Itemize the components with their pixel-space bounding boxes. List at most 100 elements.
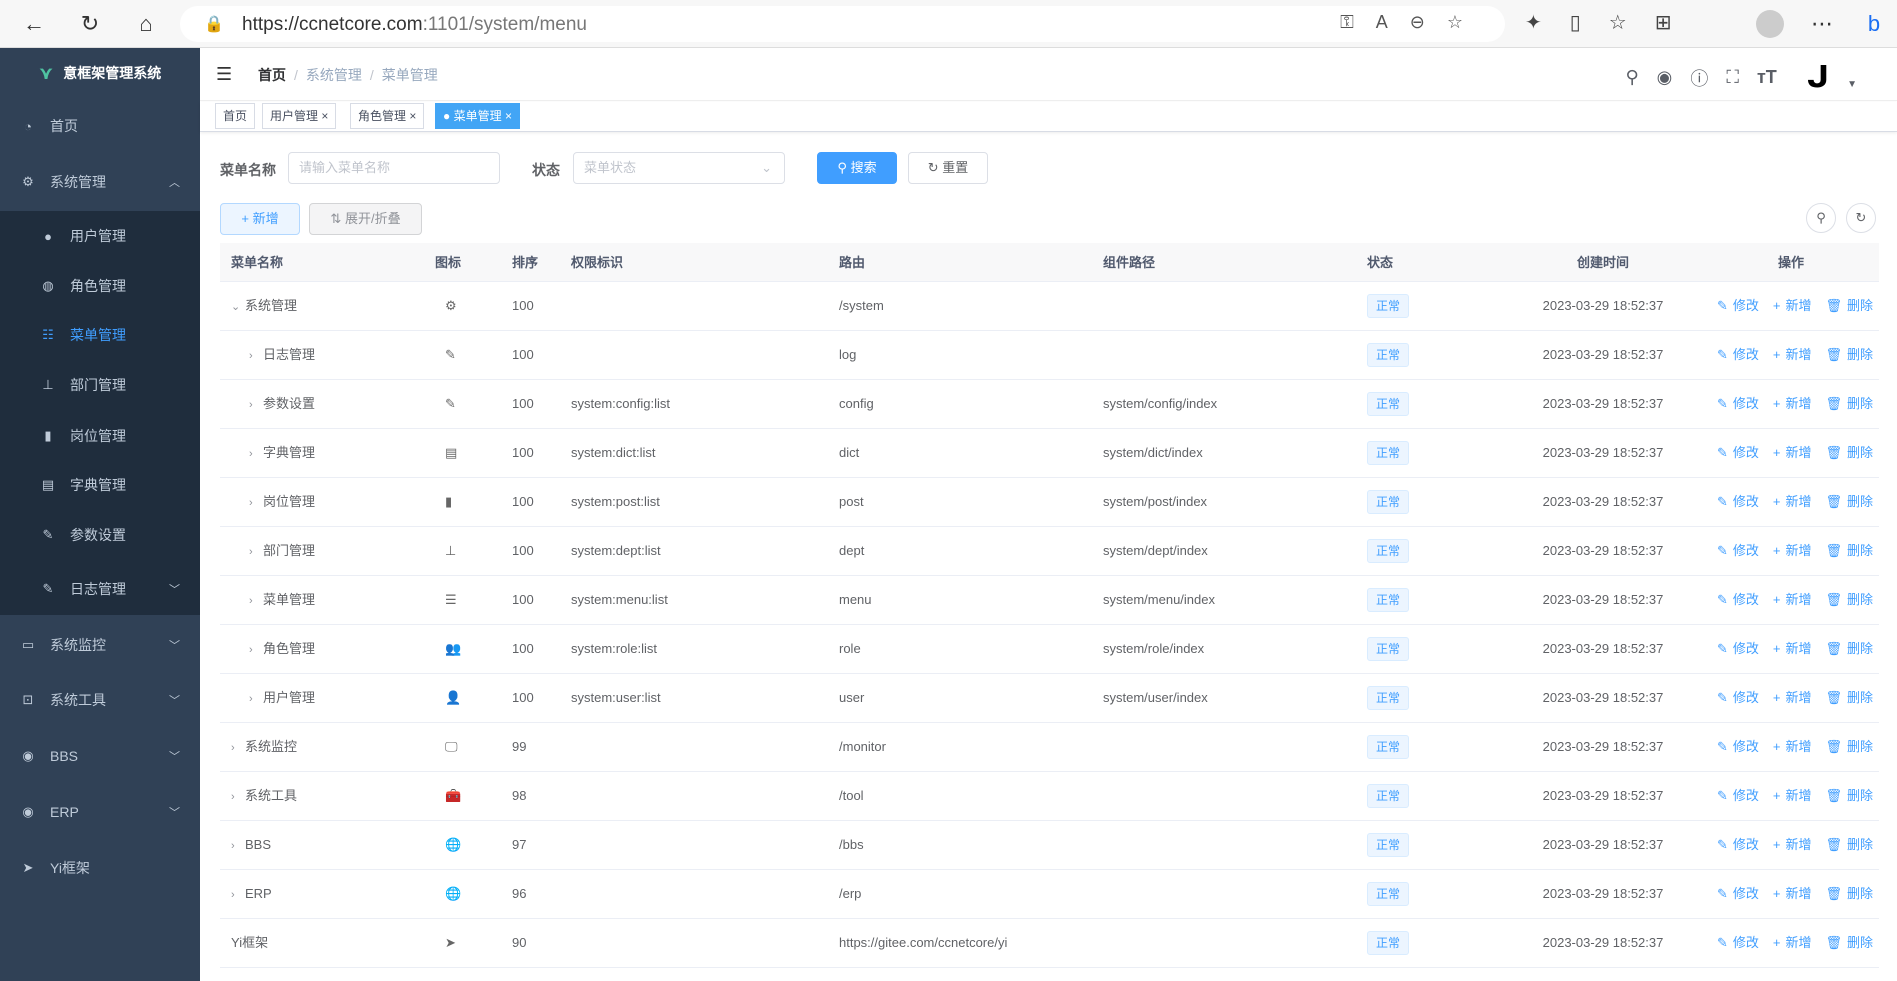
edit-button[interactable]: ✎ 修改 <box>1717 690 1759 705</box>
tab-user[interactable]: 用户管理 × <box>262 103 337 129</box>
add-child-button[interactable]: + 新增 <box>1772 935 1812 950</box>
refresh-button[interactable]: ↻ <box>1846 203 1876 233</box>
delete-button[interactable]: 🗑 删除 <box>1825 788 1874 803</box>
breadcrumb-home[interactable]: 首页 <box>258 67 286 83</box>
add-child-button[interactable]: + 新增 <box>1772 886 1812 901</box>
sidebar-item[interactable]: ◔ 首页 <box>0 101 200 151</box>
delete-button[interactable]: 🗑 删除 <box>1825 641 1874 656</box>
delete-button[interactable]: 🗑 删除 <box>1825 592 1874 607</box>
add-child-button[interactable]: + 新增 <box>1772 494 1812 509</box>
help-icon[interactable]: ⓘ <box>1690 68 1709 89</box>
chevron-right-icon[interactable]: › <box>249 448 253 460</box>
chevron-right-icon[interactable]: › <box>231 889 235 901</box>
add-child-button[interactable]: + 新增 <box>1772 690 1812 705</box>
reset-button[interactable]: ↻ 重置 <box>908 152 988 184</box>
edit-button[interactable]: ✎ 修改 <box>1717 592 1759 607</box>
delete-button[interactable]: 🗑 删除 <box>1825 543 1874 558</box>
sidebar-item[interactable]: ✎ 日志管理 ﹀ <box>0 564 200 614</box>
tab-role[interactable]: 角色管理 × <box>350 103 425 129</box>
delete-button[interactable]: 🗑 删除 <box>1825 396 1874 411</box>
edit-button[interactable]: ✎ 修改 <box>1717 886 1759 901</box>
user-avatar[interactable]: ᒍ <box>1806 61 1830 94</box>
sidebar-item[interactable]: ▤ 字典管理 <box>0 460 200 510</box>
chevron-right-icon[interactable]: › <box>249 497 253 509</box>
expand-collapse-button[interactable]: ⇅ 展开/折叠 <box>309 203 422 235</box>
more-icon[interactable]: ⋯ <box>1811 11 1833 36</box>
tab-menu[interactable]: ● 菜单管理 × <box>435 103 520 129</box>
delete-button[interactable]: 🗑 删除 <box>1825 935 1874 950</box>
delete-button[interactable]: 🗑 删除 <box>1825 494 1874 509</box>
add-child-button[interactable]: + 新增 <box>1772 445 1812 460</box>
delete-button[interactable]: 🗑 删除 <box>1825 739 1874 754</box>
chevron-right-icon[interactable]: › <box>249 595 253 607</box>
add-child-button[interactable]: + 新增 <box>1772 641 1812 656</box>
address-bar[interactable]: 🔒 https://ccnetcore.com:1101/system/menu… <box>180 6 1505 42</box>
sidebar-item[interactable]: ● 用户管理 <box>0 211 200 261</box>
font-size-icon[interactable]: тT <box>1756 67 1777 87</box>
chevron-down-icon[interactable]: ⌄ <box>231 301 241 313</box>
toggle-search-button[interactable]: ⚲ <box>1806 203 1836 233</box>
bing-icon[interactable]: b <box>1867 11 1881 36</box>
sidebar-item[interactable]: ☷ 菜单管理 <box>0 310 200 360</box>
edit-button[interactable]: ✎ 修改 <box>1717 347 1759 362</box>
fullscreen-icon[interactable]: ⛶ <box>1726 67 1739 87</box>
edit-button[interactable]: ✎ 修改 <box>1717 788 1759 803</box>
sidebar-item[interactable]: ◍ 角色管理 <box>0 261 200 311</box>
delete-button[interactable]: 🗑 删除 <box>1825 298 1874 313</box>
sidebar-item[interactable]: ◉ BBS ﹀ <box>0 731 200 781</box>
edit-button[interactable]: ✎ 修改 <box>1717 935 1759 950</box>
add-button[interactable]: + 新增 <box>220 203 300 235</box>
add-child-button[interactable]: + 新增 <box>1772 543 1812 558</box>
browser-extension-icons[interactable]: ✦▯☆⊞ <box>1525 12 1700 34</box>
refresh-icon[interactable]: ↻ <box>80 11 100 36</box>
close-icon[interactable]: × <box>321 109 329 123</box>
edit-button[interactable]: ✎ 修改 <box>1717 837 1759 852</box>
sidebar-item[interactable]: ⊥ 部门管理 <box>0 360 200 410</box>
chevron-right-icon[interactable]: › <box>249 546 253 558</box>
sidebar-item[interactable]: ▭ 系统监控 ﹀ <box>0 620 200 670</box>
search-icon[interactable]: ⚲ <box>1625 67 1639 87</box>
chevron-right-icon[interactable]: › <box>231 742 235 754</box>
delete-button[interactable]: 🗑 删除 <box>1825 690 1874 705</box>
add-child-button[interactable]: + 新增 <box>1772 347 1812 362</box>
add-child-button[interactable]: + 新增 <box>1772 837 1812 852</box>
delete-button[interactable]: 🗑 删除 <box>1825 445 1874 460</box>
sidebar-item[interactable]: ✎ 参数设置 <box>0 510 200 560</box>
chevron-right-icon[interactable]: › <box>249 644 253 656</box>
close-icon[interactable]: × <box>504 109 512 123</box>
add-child-button[interactable]: + 新增 <box>1772 396 1812 411</box>
search-button[interactable]: ⚲ 搜索 <box>817 152 897 184</box>
sidebar-item[interactable]: ◉ ERP ﹀ <box>0 787 200 837</box>
back-icon[interactable]: ← <box>23 11 45 36</box>
delete-button[interactable]: 🗑 删除 <box>1825 347 1874 362</box>
edit-button[interactable]: ✎ 修改 <box>1717 396 1759 411</box>
chevron-right-icon[interactable]: › <box>231 840 235 852</box>
edit-button[interactable]: ✎ 修改 <box>1717 494 1759 509</box>
chevron-right-icon[interactable]: › <box>249 399 253 411</box>
close-icon[interactable]: × <box>409 109 417 123</box>
sidebar-item[interactable]: ➤ Yi框架 <box>0 843 200 893</box>
caret-down-icon[interactable]: ▼ <box>1847 79 1857 90</box>
address-bar-icons[interactable]: ⚿A⊖☆ <box>1340 12 1485 32</box>
chevron-right-icon[interactable]: › <box>249 693 253 705</box>
github-icon[interactable]: ◉ <box>1656 67 1673 87</box>
add-child-button[interactable]: + 新增 <box>1772 592 1812 607</box>
delete-button[interactable]: 🗑 删除 <box>1825 886 1874 901</box>
edit-button[interactable]: ✎ 修改 <box>1717 543 1759 558</box>
edit-button[interactable]: ✎ 修改 <box>1717 641 1759 656</box>
hamburger-icon[interactable]: ☰ <box>216 64 233 84</box>
edit-button[interactable]: ✎ 修改 <box>1717 445 1759 460</box>
profile-avatar[interactable] <box>1756 10 1784 38</box>
chevron-right-icon[interactable]: › <box>231 791 235 803</box>
menu-name-input[interactable]: 请输入菜单名称 <box>288 152 500 184</box>
home-icon[interactable]: ⌂ <box>139 11 153 36</box>
chevron-right-icon[interactable]: › <box>249 350 253 362</box>
add-child-button[interactable]: + 新增 <box>1772 298 1812 313</box>
edit-button[interactable]: ✎ 修改 <box>1717 739 1759 754</box>
status-select[interactable]: 菜单状态 ⌄ <box>573 152 785 184</box>
delete-button[interactable]: 🗑 删除 <box>1825 837 1874 852</box>
sidebar-item[interactable]: ⚙ 系统管理 ︿ <box>0 157 200 207</box>
edit-button[interactable]: ✎ 修改 <box>1717 298 1759 313</box>
sidebar-item[interactable]: ▮ 岗位管理 <box>0 411 200 461</box>
add-child-button[interactable]: + 新增 <box>1772 788 1812 803</box>
